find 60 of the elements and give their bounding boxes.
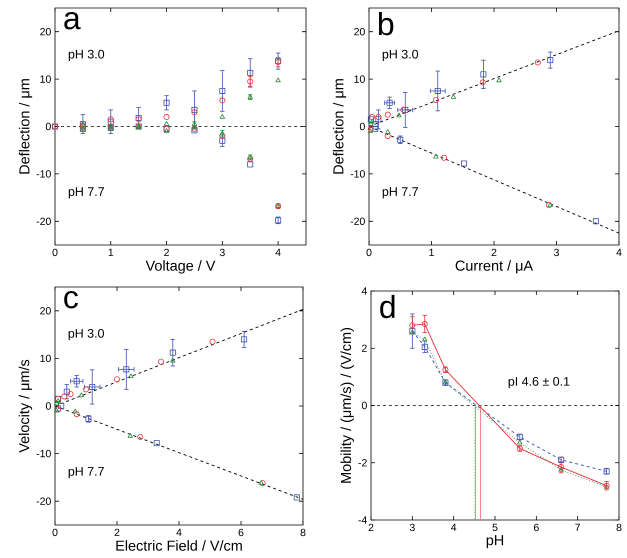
y-tick-label: 20	[40, 307, 51, 315]
chart-title: b	[378, 12, 394, 36]
y-tick-label: 20	[354, 28, 365, 36]
annotation: pH 3.0	[68, 50, 104, 62]
annotation: pH 7.7	[68, 467, 104, 478]
chart-title: c	[64, 290, 78, 308]
y-tick-label: -20	[36, 218, 51, 226]
x-tick-label: 4	[616, 248, 622, 256]
y-tick-label: -10	[350, 170, 365, 178]
x-tick-label: 2	[164, 248, 169, 256]
x-tick-label: 6	[534, 524, 539, 532]
x-tick-label: 8	[616, 524, 622, 532]
x-tick-label: 0	[52, 528, 58, 536]
annotation: pH 7.7	[382, 187, 418, 198]
x-tick-label: 1	[108, 248, 114, 256]
x-tick-label: 1	[429, 248, 434, 256]
x-tick-label: 4	[275, 248, 281, 256]
x-tick-label: 4	[450, 524, 456, 531]
x-tick-label: 0	[52, 248, 58, 256]
y-tick-label: -4	[358, 516, 367, 524]
x-axis-title: Voltage / V	[146, 260, 216, 274]
x-tick-label: 3	[410, 524, 415, 532]
chart-title: a	[64, 12, 81, 30]
y-tick-label: 0	[46, 122, 51, 130]
x-tick-label: 2	[492, 248, 496, 256]
y-axis-title: Deflection / μm	[18, 79, 32, 174]
y-tick-label: 20	[40, 28, 51, 36]
y-tick-label: -20	[36, 498, 51, 505]
x-tick-label: 2	[114, 528, 120, 536]
annotation: pH 3.0	[382, 50, 418, 62]
x-tick-label: 4	[176, 528, 182, 536]
y-tick-label: 0	[46, 402, 51, 410]
x-tick-label: 8	[300, 528, 306, 536]
y-tick-label: 10	[354, 75, 365, 83]
y-tick-label: -10	[36, 170, 51, 178]
y-axis-title: Mobility / (μm/s) / (V/cm)	[340, 328, 354, 483]
x-tick-label: 3	[554, 248, 559, 256]
y-tick-label: 0	[362, 402, 367, 410]
y-tick-label: 2	[362, 344, 367, 352]
annotation: pH 7.7	[68, 187, 104, 198]
y-tick-label: 0	[360, 122, 365, 130]
annotation: pI 4.6 ± 0.1	[508, 376, 570, 388]
y-axis-title: Velocity / μm/s	[18, 360, 32, 453]
y-tick-label: 4	[362, 287, 367, 295]
annotation: pH 3.0	[68, 328, 104, 340]
y-tick-label: 10	[40, 75, 51, 83]
x-tick-label: 6	[238, 528, 244, 536]
x-axis-title: pH	[486, 535, 504, 548]
x-tick-label: 3	[220, 248, 225, 256]
y-tick-label: -10	[36, 450, 51, 458]
y-axis-title: Deflection / μm	[332, 79, 346, 174]
x-tick-label: 7	[575, 524, 580, 531]
y-tick-label: -2	[358, 459, 367, 466]
x-tick-label: 2	[368, 524, 374, 532]
chart-title: d	[380, 294, 395, 318]
x-tick-label: 5	[492, 524, 498, 532]
x-axis-title: Current / μA	[456, 260, 534, 274]
y-tick-label: 10	[40, 354, 51, 362]
y-tick-label: -20	[350, 218, 365, 226]
x-axis-title: Electric Field / V/cm	[116, 540, 242, 551]
